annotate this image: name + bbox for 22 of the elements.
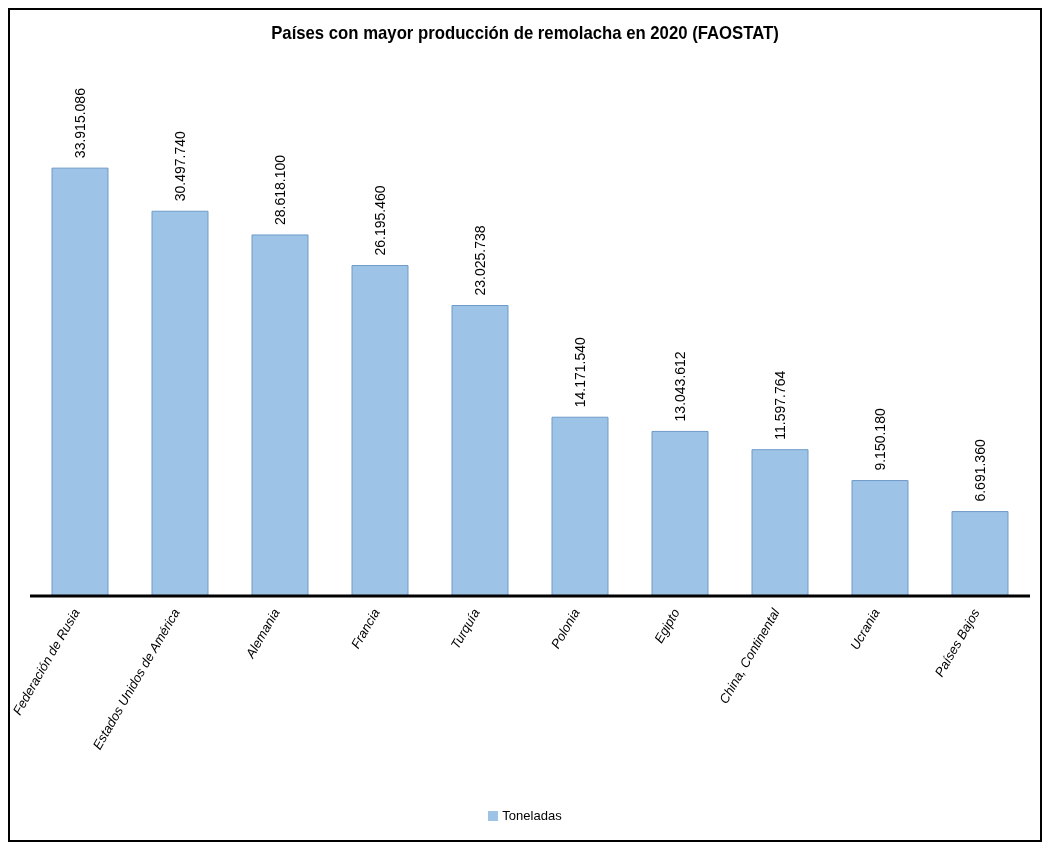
data-label: 28.618.100 (272, 154, 288, 225)
chart-title: Países con mayor producción de remolacha en 2020 (FAOSTAT) (270, 22, 780, 44)
bar (51, 167, 109, 596)
data-label: 13.043.612 (672, 351, 688, 422)
bar (551, 416, 609, 596)
data-label: 11.597.764 (772, 370, 788, 440)
bar (751, 449, 809, 596)
bar (451, 305, 509, 596)
bar (851, 480, 909, 596)
bar (951, 511, 1009, 596)
bar (251, 234, 309, 596)
data-label: 6.691.360 (972, 439, 988, 502)
data-label: 30.497.740 (172, 130, 188, 202)
bar (651, 430, 709, 596)
data-label: 26.195.460 (372, 185, 388, 256)
bar (151, 210, 209, 596)
data-label: 33.915.086 (72, 87, 88, 159)
data-label: 23.025.738 (472, 225, 488, 296)
data-label: 9.150.180 (872, 408, 888, 471)
data-label: 14.171.540 (572, 336, 588, 408)
bar (351, 265, 409, 596)
legend-label: Toneladas (502, 808, 562, 823)
